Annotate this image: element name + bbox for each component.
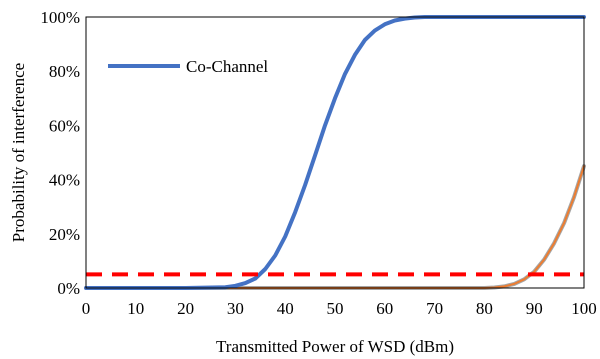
x-tick-label: 30 xyxy=(227,299,244,318)
x-axis-ticks: 0 10 20 30 40 50 60 70 80 90 100 xyxy=(82,299,597,318)
series-line-co-channel xyxy=(84,15,586,290)
x-axis-title: Transmitted Power of WSD (dBm) xyxy=(216,337,454,356)
x-tick-label: 0 xyxy=(82,299,91,318)
y-tick-label: 100% xyxy=(40,8,80,27)
x-tick-label: 50 xyxy=(327,299,344,318)
legend: Co-Channel xyxy=(108,57,268,76)
y-tick-label: 20% xyxy=(49,225,80,244)
y-axis-ticks: 0% 20% 40% 60% 80% 100% xyxy=(40,8,80,298)
x-tick-label: 100 xyxy=(571,299,597,318)
x-tick-label: 80 xyxy=(476,299,493,318)
y-tick-label: 80% xyxy=(49,62,80,81)
y-axis-title: Probability of interference xyxy=(9,63,28,242)
series-layer xyxy=(84,15,586,290)
x-tick-label: 90 xyxy=(526,299,543,318)
x-tick-label: 40 xyxy=(277,299,294,318)
legend-label: Co-Channel xyxy=(186,57,268,76)
x-tick-label: 70 xyxy=(426,299,443,318)
y-tick-label: 60% xyxy=(49,116,80,135)
y-tick-label: 0% xyxy=(57,279,80,298)
series-line xyxy=(84,164,586,290)
x-tick-label: 60 xyxy=(376,299,393,318)
x-tick-label: 20 xyxy=(177,299,194,318)
x-tick-label: 10 xyxy=(127,299,144,318)
y-tick-label: 40% xyxy=(49,171,80,190)
plot-area-frame xyxy=(85,16,585,289)
series-line xyxy=(85,165,585,289)
